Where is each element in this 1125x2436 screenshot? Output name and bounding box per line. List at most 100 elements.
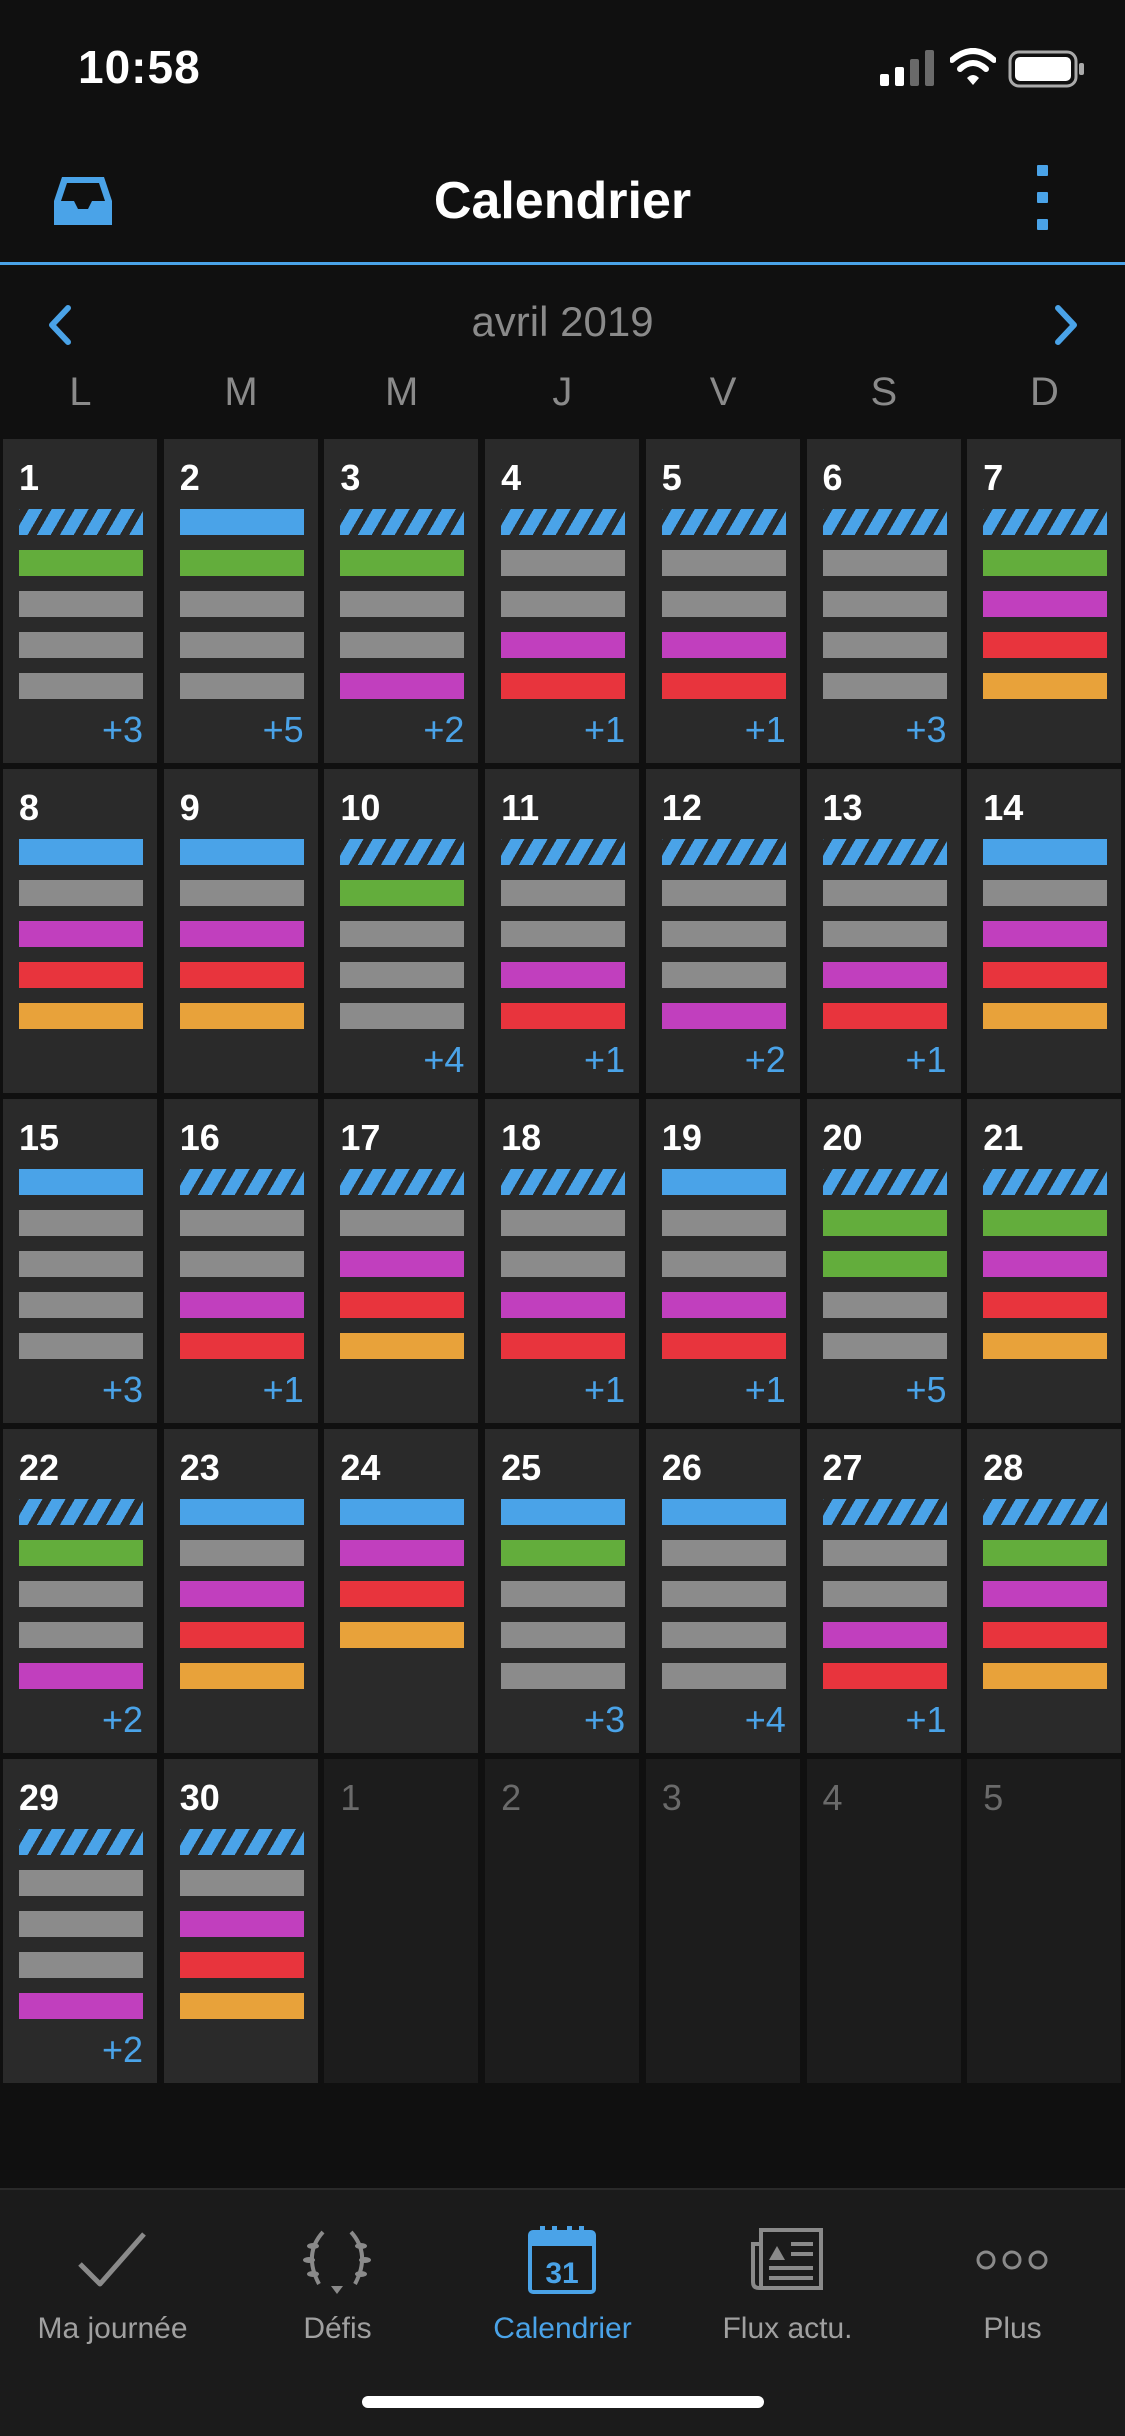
calendar-day-cell[interactable]: 28: [967, 1429, 1122, 1753]
more-events-count: +3: [905, 709, 947, 750]
calendar-day-cell[interactable]: 14: [967, 769, 1122, 1093]
checkmark-icon: [78, 2232, 146, 2287]
tab-defis[interactable]: Défis: [225, 2212, 450, 2362]
day-number: 20: [822, 1117, 863, 1158]
calendar-day-cell[interactable]: 7: [967, 439, 1122, 763]
calendar-day-cell-outside-month[interactable]: 4: [806, 1759, 961, 2083]
calendar-day-cell[interactable]: 3 +2: [324, 439, 479, 763]
calendar-day-cell[interactable]: 22 +2: [3, 1429, 157, 1753]
calendar-day-cell[interactable]: 8: [3, 769, 157, 1093]
event-bar: [179, 1499, 304, 1525]
calendar-day-cell[interactable]: 13 +1: [806, 769, 961, 1093]
day-number: 12: [661, 787, 702, 828]
event-bar: [822, 1292, 947, 1318]
chevron-left-icon[interactable]: [42, 302, 78, 348]
wifi-icon: [950, 48, 996, 85]
weekday-label: D: [1030, 370, 1059, 414]
event-bar: [340, 550, 465, 576]
event-bar: [179, 880, 304, 906]
event-bar: [822, 839, 947, 865]
more-events-count: +4: [744, 1699, 786, 1740]
calendar-day-cell[interactable]: 26 +4: [645, 1429, 800, 1753]
event-bar: [179, 839, 304, 865]
event-bar: [340, 1169, 465, 1195]
calendar-day-cell[interactable]: 11 +1: [485, 769, 640, 1093]
event-bar: [179, 1993, 304, 2019]
calendar-day-cell[interactable]: 20 +5: [806, 1099, 961, 1423]
calendar-day-cell[interactable]: 6 +3: [806, 439, 961, 763]
event-bar: [19, 1952, 143, 1978]
day-number: 1: [340, 1777, 361, 1818]
event-bar: [19, 1251, 143, 1277]
day-number: 5: [983, 1777, 1004, 1818]
event-bar: [822, 1333, 947, 1359]
event-bar: [19, 880, 143, 906]
calendar-day-cell[interactable]: 10 +4: [324, 769, 479, 1093]
calendar-day-cell[interactable]: 2 +5: [163, 439, 318, 763]
day-number: 18: [501, 1117, 542, 1158]
event-bar: [822, 921, 947, 947]
event-bar: [822, 1499, 947, 1525]
event-bar: [179, 1540, 304, 1566]
event-bar: [983, 839, 1108, 865]
event-bar: [19, 962, 143, 988]
event-bar: [340, 673, 465, 699]
day-number: 24: [340, 1447, 381, 1488]
calendar-day-cell-outside-month[interactable]: 5: [967, 1759, 1122, 2083]
calendar-day-cell[interactable]: 30: [163, 1759, 318, 2083]
calendar-day-cell[interactable]: 25 +3: [485, 1429, 640, 1753]
tab-flux-actu[interactable]: Flux actu.: [675, 2212, 900, 2362]
event-bar: [822, 509, 947, 535]
event-bar: [983, 1251, 1108, 1277]
event-bar: [501, 673, 626, 699]
calendar-day-cell[interactable]: 29 +2: [3, 1759, 157, 2083]
calendar-day-cell[interactable]: 27 +1: [806, 1429, 961, 1753]
event-bar: [983, 1003, 1108, 1029]
event-bar: [19, 1911, 143, 1937]
calendar-day-cell[interactable]: 16 +1: [163, 1099, 318, 1423]
event-bar: [501, 839, 626, 865]
calendar-day-cell-outside-month[interactable]: 3: [645, 1759, 800, 2083]
calendar-day-cell[interactable]: 24: [324, 1429, 479, 1753]
tab-label: Plus: [983, 2312, 1042, 2345]
calendar-day-cell[interactable]: 1 +3: [3, 439, 157, 763]
status-time: 10:58: [78, 41, 201, 93]
calendar-day-cell[interactable]: 15 +3: [3, 1099, 157, 1423]
calendar-day-cell[interactable]: 21: [967, 1099, 1122, 1423]
event-bar: [340, 839, 465, 865]
event-bar: [983, 1210, 1108, 1236]
tab-ma-journee[interactable]: Ma journée: [0, 2212, 225, 2362]
event-bar: [661, 550, 786, 576]
calendar-day-cell[interactable]: 4 +1: [485, 439, 640, 763]
day-number: 13: [822, 787, 863, 828]
event-bar: [983, 509, 1108, 535]
chevron-right-icon[interactable]: [1048, 302, 1084, 348]
event-bar: [983, 1540, 1108, 1566]
event-bar: [661, 632, 786, 658]
event-bar: [19, 839, 143, 865]
calendar-day-cell-outside-month[interactable]: 1: [324, 1759, 479, 2083]
event-bar: [19, 1210, 143, 1236]
event-bar: [19, 1829, 143, 1855]
event-bar: [501, 1499, 626, 1525]
tab-calendrier[interactable]: 31 Calendrier: [450, 2212, 675, 2362]
day-number: 21: [983, 1117, 1024, 1158]
day-number: 8: [19, 787, 40, 828]
calendar-day-cell[interactable]: 17: [324, 1099, 479, 1423]
tab-plus[interactable]: Plus: [900, 2212, 1125, 2362]
calendar-day-cell[interactable]: 5 +1: [645, 439, 800, 763]
calendar-day-cell[interactable]: 18 +1: [485, 1099, 640, 1423]
calendar-day-cell[interactable]: 9: [163, 769, 318, 1093]
calendar-day-cell-outside-month[interactable]: 2: [485, 1759, 640, 2083]
inbox-icon[interactable]: [52, 173, 114, 229]
calendar-day-cell[interactable]: 12 +2: [645, 769, 800, 1093]
calendar-day-cell[interactable]: 19 +1: [645, 1099, 800, 1423]
event-bar: [983, 591, 1108, 617]
event-bar: [179, 1829, 304, 1855]
event-bar: [340, 921, 465, 947]
vertical-dots-icon[interactable]: [1024, 165, 1060, 239]
event-bar: [179, 673, 304, 699]
event-bar: [340, 1622, 465, 1648]
calendar-day-cell[interactable]: 23: [163, 1429, 318, 1753]
event-bar: [983, 1581, 1108, 1607]
